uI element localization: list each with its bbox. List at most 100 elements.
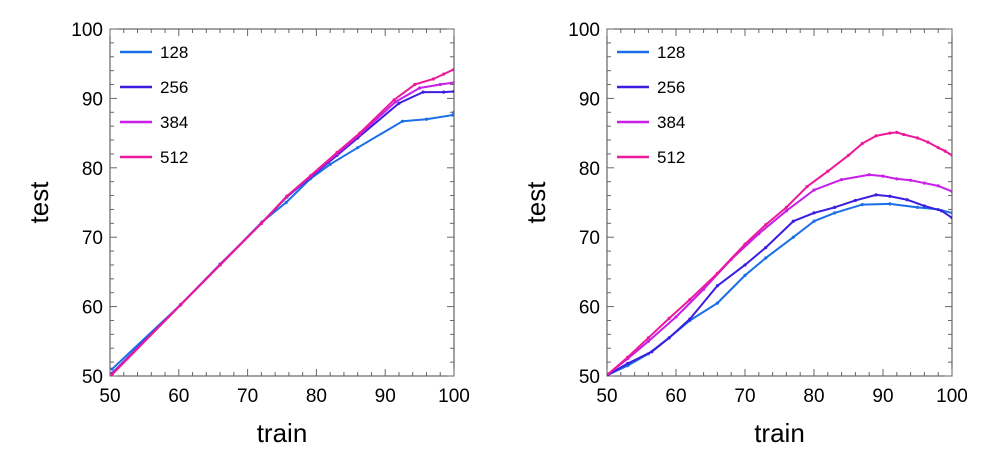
data-point-256: [667, 336, 671, 340]
data-point-512: [309, 173, 313, 178]
data-point-256: [442, 90, 446, 94]
data-point-512: [895, 130, 899, 135]
data-point-128: [888, 202, 892, 206]
data-point-128: [860, 202, 864, 207]
data-point-512: [358, 131, 362, 135]
data-point-128: [764, 256, 768, 260]
data-point-512: [626, 355, 630, 359]
series-line-256: [607, 193, 952, 376]
data-point-128: [452, 110, 454, 114]
x-tick-label: 90: [872, 386, 893, 407]
data-point-256: [715, 284, 720, 288]
data-point-128: [833, 211, 837, 215]
y-tick-label: 70: [82, 228, 103, 249]
legend-label-256: 256: [657, 78, 685, 97]
data-point-128: [791, 235, 795, 239]
data-point-512: [442, 72, 446, 76]
data-point-128: [812, 219, 816, 223]
y-tick-label: 50: [579, 367, 600, 388]
data-point-256: [940, 209, 944, 213]
data-area: [110, 67, 454, 376]
y-tick-label: 60: [82, 298, 103, 319]
y-axis-title: test: [24, 181, 54, 224]
data-point-512: [936, 146, 940, 150]
legend-label-384: 384: [657, 113, 685, 132]
data-point-384: [438, 82, 442, 87]
data-point-512: [860, 141, 864, 146]
data-point-128: [743, 273, 747, 277]
data-point-128: [451, 113, 454, 117]
data-point-512: [950, 153, 952, 157]
data-point-512: [285, 194, 289, 198]
data-point-384: [812, 188, 816, 192]
chart-left: 50 60 70 80 90 100 50 60 70 80 90 100 train test 128 25…: [24, 20, 470, 448]
y-tick-label: 70: [579, 228, 600, 249]
data-point-512: [431, 77, 435, 81]
data-point-512: [826, 169, 830, 173]
data-point-384: [646, 339, 651, 343]
data-point-256: [650, 350, 654, 354]
data-point-256: [452, 89, 454, 94]
x-tick-label: 60: [665, 386, 686, 407]
chart-right: 50 60 70 80 90 100 50 60 70 80 90 100 train test 128 25…: [521, 20, 968, 448]
data-point-384: [674, 315, 678, 319]
data-point-512: [943, 149, 947, 153]
data-point-512: [413, 82, 417, 87]
data-point-256: [888, 194, 892, 198]
y-tick-label: 60: [579, 298, 600, 319]
data-point-512: [846, 153, 851, 157]
data-point-256: [743, 263, 747, 267]
data-point-512: [688, 298, 692, 302]
y-tick-label: 90: [82, 89, 103, 110]
data-point-128: [400, 119, 404, 123]
series-line-256: [111, 90, 454, 374]
data-point-384: [784, 209, 789, 213]
x-tick-label: 70: [237, 386, 258, 407]
data-point-512: [335, 150, 339, 155]
data-point-512: [667, 316, 671, 320]
data-point-512: [218, 263, 222, 267]
data-point-512: [743, 242, 747, 246]
x-tick-label: 70: [734, 386, 755, 407]
y-tick-label: 100: [568, 20, 600, 41]
data-point-512: [784, 205, 789, 209]
x-axis-title: train: [257, 418, 308, 448]
data-point-384: [922, 181, 927, 185]
data-point-512: [452, 67, 454, 71]
data-point-128: [715, 301, 720, 305]
data-point-384: [881, 174, 885, 178]
y-axis-title: test: [521, 181, 551, 224]
data-point-384: [418, 86, 422, 90]
data-point-256: [791, 219, 795, 223]
data-point-512: [715, 271, 720, 275]
x-tick-label: 50: [596, 386, 617, 407]
legend-label-128: 128: [657, 43, 685, 62]
data-point-512: [926, 140, 930, 144]
data-point-256: [812, 211, 816, 215]
data-point-384: [909, 178, 913, 182]
data-point-512: [392, 98, 396, 102]
data-point-384: [452, 80, 454, 85]
data-point-512: [179, 302, 183, 307]
x-tick-label: 80: [306, 386, 327, 407]
data-point-256: [397, 101, 401, 105]
data-point-256: [764, 246, 768, 250]
data-point-128: [356, 146, 360, 150]
data-point-512: [888, 131, 892, 135]
data-point-256: [853, 198, 858, 203]
data-point-512: [805, 184, 809, 189]
y-tick-label: 90: [579, 89, 600, 110]
data-point-384: [867, 173, 871, 177]
x-tick-label: 100: [438, 386, 470, 407]
legend-label-512: 512: [160, 148, 188, 167]
plot-frame: [109, 28, 455, 377]
series-line-128: [607, 202, 952, 376]
x-tick-label: 50: [99, 386, 120, 407]
data-point-256: [421, 90, 425, 94]
y-tick-label: 80: [82, 159, 103, 180]
data-point-384: [895, 177, 899, 181]
data-point-256: [874, 193, 878, 197]
y-tick-label: 50: [82, 367, 103, 388]
series-line-512: [607, 131, 952, 375]
